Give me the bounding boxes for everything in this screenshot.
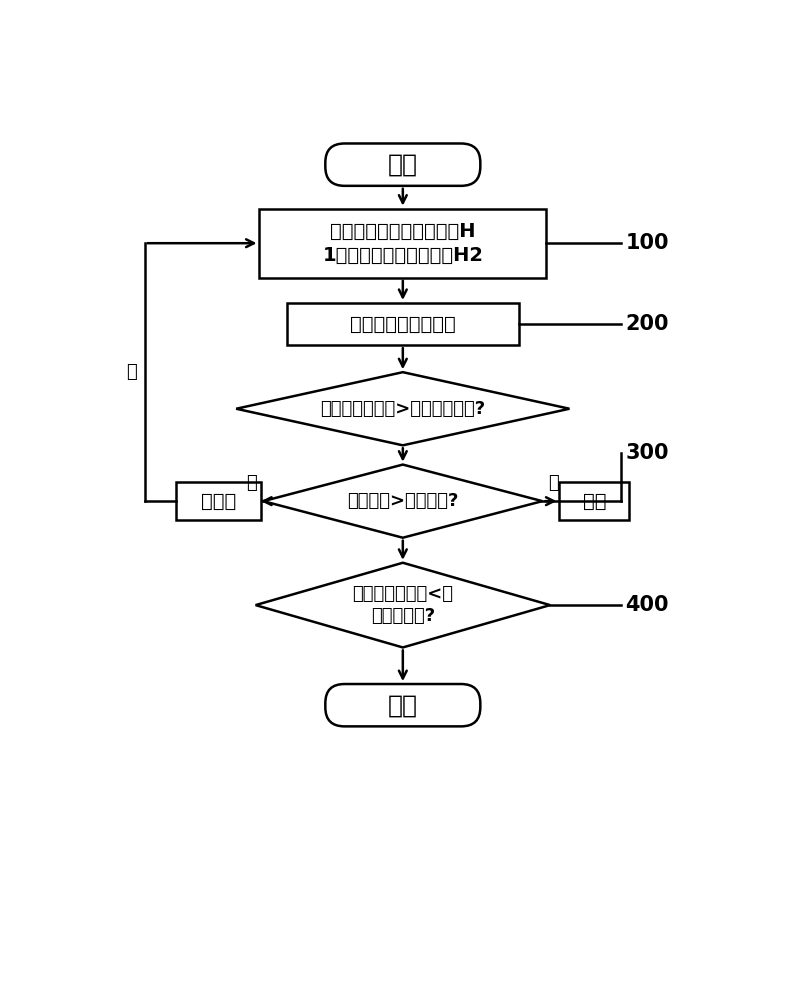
Text: 降水水平>预定阈值?: 降水水平>预定阈值? xyxy=(347,492,458,510)
Bar xyxy=(259,209,546,278)
Text: 结束: 结束 xyxy=(387,693,418,717)
Text: 400: 400 xyxy=(625,595,669,615)
Text: 是: 是 xyxy=(127,363,137,381)
Text: 开始: 开始 xyxy=(387,153,418,177)
Polygon shape xyxy=(255,563,550,647)
FancyBboxPatch shape xyxy=(325,143,480,186)
Text: 是: 是 xyxy=(246,474,257,492)
Bar xyxy=(176,482,261,520)
Text: 累计灰尘遮蔽率>清洗经济系数?: 累计灰尘遮蔽率>清洗经济系数? xyxy=(320,400,486,418)
Text: 200: 200 xyxy=(625,314,669,334)
Text: 100: 100 xyxy=(625,233,669,253)
Text: 计算累计灰尘遮蔽率: 计算累计灰尘遮蔽率 xyxy=(350,315,456,334)
Text: 不清洗: 不清洗 xyxy=(200,492,236,511)
Polygon shape xyxy=(263,465,542,538)
Text: 清洗: 清洗 xyxy=(582,492,606,511)
Text: 计算累计实际发电小时数H
1和累计标杆发电小时数H2: 计算累计实际发电小时数H 1和累计标杆发电小时数H2 xyxy=(322,222,483,264)
Text: 否: 否 xyxy=(549,474,560,492)
Polygon shape xyxy=(237,372,569,445)
Text: 累计灰尘遮蔽率<清
洗经济系数?: 累计灰尘遮蔽率<清 洗经济系数? xyxy=(352,585,454,625)
Bar xyxy=(287,303,519,345)
FancyBboxPatch shape xyxy=(325,684,480,726)
Bar xyxy=(560,482,629,520)
Text: 300: 300 xyxy=(625,443,669,463)
